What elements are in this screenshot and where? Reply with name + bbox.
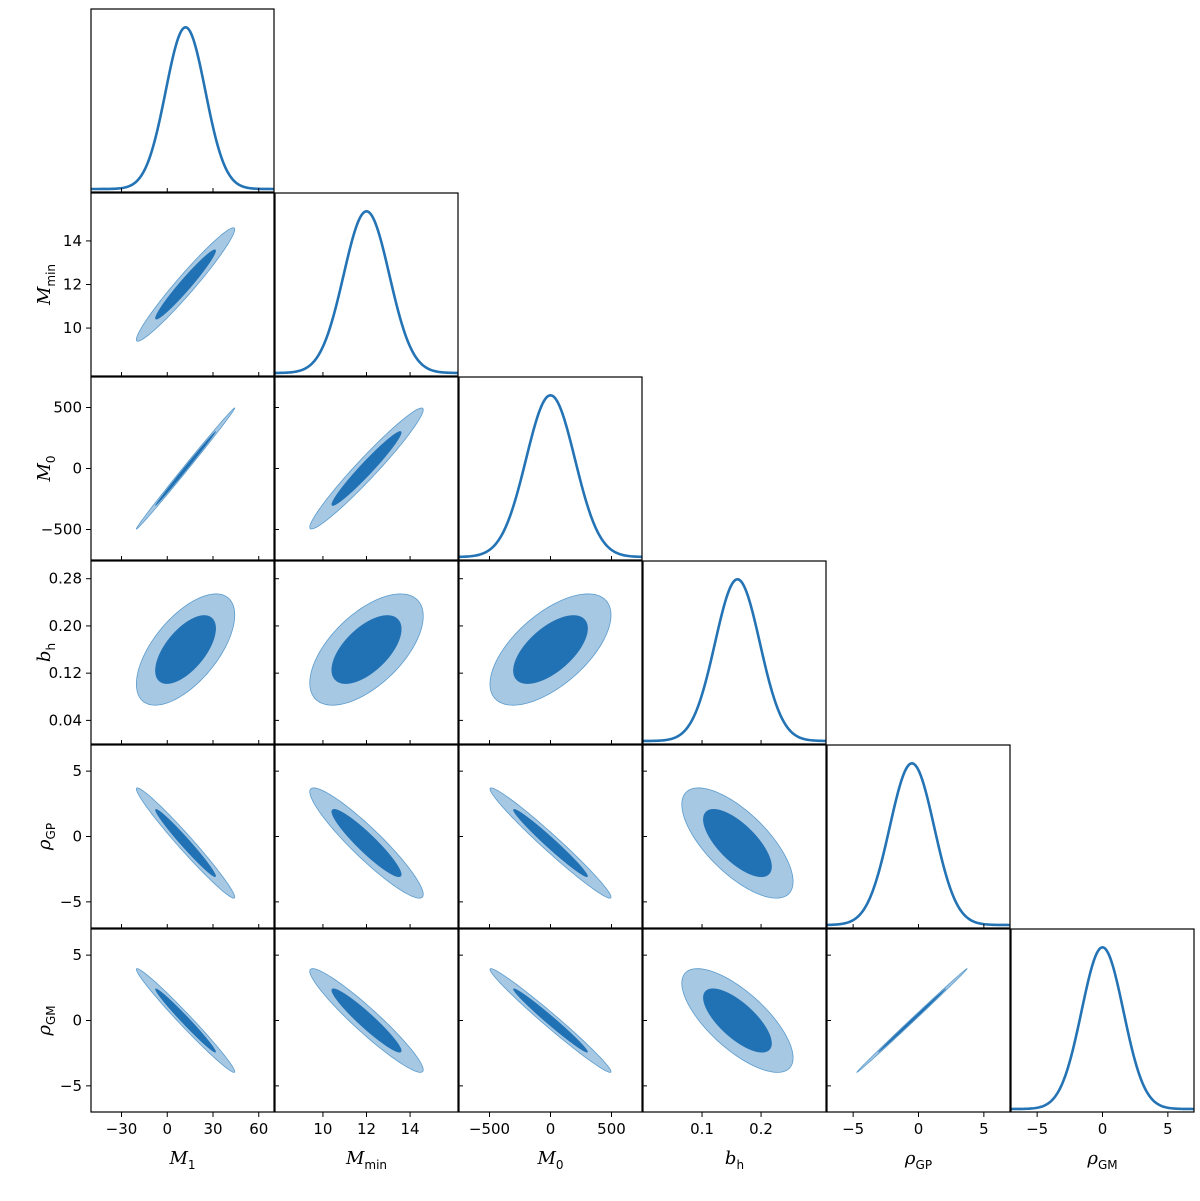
panel-rhoGP-vs-rhoGP bbox=[826, 744, 1011, 929]
contour-inner-rhoGP-vs-Mmin bbox=[331, 809, 402, 878]
panel-rhoGM-vs-rhoGP: −5 0 5 bbox=[826, 928, 1011, 1138]
panel-Mmin-vs-Mmin bbox=[274, 192, 459, 377]
xtick-label-M1: −30 bbox=[106, 1120, 138, 1138]
ytick-label-rhoGP: 0 bbox=[72, 828, 82, 846]
xtick-label-M1: 60 bbox=[249, 1120, 268, 1138]
panel-frame bbox=[274, 192, 459, 377]
xtick-label-bh: 0.2 bbox=[749, 1120, 773, 1138]
panel-rhoGP-vs-M0 bbox=[458, 744, 643, 929]
ytick-label-bh: 0.12 bbox=[49, 664, 82, 682]
ytick-label-rhoGM: −5 bbox=[60, 1077, 82, 1095]
xtick-label-M0: 0 bbox=[546, 1120, 556, 1138]
marginal-curve-Mmin bbox=[275, 209, 458, 375]
panel-frame bbox=[826, 928, 1011, 1113]
ytick-label-Mmin: 12 bbox=[63, 276, 82, 294]
xlabel-bh: bh bbox=[725, 1148, 744, 1172]
xtick-label-Mmin: 10 bbox=[313, 1120, 332, 1138]
contour-inner-rhoGM-vs-M1 bbox=[155, 988, 216, 1053]
panel-rhoGM-vs-Mmin: 10 12 14 bbox=[274, 928, 459, 1138]
ytick-label-rhoGP: 5 bbox=[72, 762, 82, 780]
xlabel-rhoGM: ρGM bbox=[1086, 1148, 1117, 1172]
contour-inner-rhoGP-vs-M0 bbox=[513, 809, 588, 878]
panel-bh-vs-bh bbox=[642, 560, 827, 745]
panel-bh-vs-Mmin bbox=[274, 560, 459, 745]
ytick-label-rhoGM: 5 bbox=[72, 946, 82, 964]
xlabel-M0: M0 bbox=[536, 1148, 563, 1172]
ytick-label-bh: 0.04 bbox=[49, 711, 82, 729]
panel-M1-vs-M1 bbox=[90, 8, 275, 193]
contour-inner-Mmin-vs-M1 bbox=[155, 249, 216, 320]
contour-inner-rhoGM-vs-M0 bbox=[513, 988, 588, 1053]
marginal-curve-bh bbox=[643, 578, 826, 743]
panel-rhoGM-vs-rhoGM: −5 0 5 bbox=[1010, 928, 1195, 1138]
xtick-label-M1: 0 bbox=[162, 1120, 172, 1138]
marginal-curve-M0 bbox=[459, 393, 642, 559]
contour-inner-rhoGM-vs-bh bbox=[703, 988, 772, 1053]
panel-rhoGP-vs-Mmin bbox=[274, 744, 459, 929]
xlabel-Mmin: Mmin bbox=[345, 1148, 387, 1172]
marginal-curve-M1 bbox=[91, 26, 274, 191]
contour-inner-bh-vs-M1 bbox=[155, 615, 216, 684]
marginal-curve-rhoGP bbox=[827, 762, 1010, 927]
panel-Mmin-vs-M1: 10 12 14 bbox=[63, 192, 275, 377]
xtick-label-rhoGM: −5 bbox=[1026, 1120, 1048, 1138]
ytick-label-M0: −500 bbox=[41, 521, 82, 539]
ytick-label-rhoGM: 0 bbox=[72, 1012, 82, 1030]
contour-inner-bh-vs-Mmin bbox=[331, 615, 402, 684]
ytick-label-rhoGP: −5 bbox=[60, 893, 82, 911]
contour-inner-M0-vs-M1 bbox=[155, 431, 216, 506]
ytick-label-Mmin: 14 bbox=[63, 232, 82, 250]
ytick-label-bh: 0.20 bbox=[49, 617, 82, 635]
ylabel-Mmin: Mmin bbox=[34, 264, 58, 306]
contour-inner-bh-vs-M0 bbox=[513, 615, 588, 684]
xtick-label-rhoGM: 5 bbox=[1163, 1120, 1173, 1138]
xtick-label-rhoGM: 0 bbox=[1098, 1120, 1108, 1138]
ytick-label-bh: 0.28 bbox=[49, 570, 82, 588]
panel-rhoGP-vs-bh bbox=[642, 744, 827, 929]
panel-rhoGM-vs-M1: −5 0 5 −30 0 30 60 bbox=[60, 928, 275, 1138]
xtick-label-bh: 0.1 bbox=[690, 1120, 714, 1138]
contour-inner-rhoGM-vs-Mmin bbox=[331, 988, 402, 1053]
ylabel-rhoGM: ρGM bbox=[34, 1005, 58, 1036]
panel-frame bbox=[1010, 928, 1195, 1113]
xtick-label-Mmin: 14 bbox=[401, 1120, 420, 1138]
panel-M0-vs-Mmin bbox=[274, 376, 459, 561]
xlabel-rhoGP: ρGP bbox=[904, 1148, 932, 1172]
panel-frame bbox=[90, 560, 275, 745]
panel-M0-vs-M0 bbox=[458, 376, 643, 561]
ytick-label-Mmin: 10 bbox=[63, 319, 82, 337]
panel-frame bbox=[90, 8, 275, 193]
contour-inner-rhoGP-vs-M1 bbox=[155, 809, 216, 878]
xtick-label-rhoGP: 0 bbox=[914, 1120, 924, 1138]
xtick-label-rhoGP: −5 bbox=[842, 1120, 864, 1138]
xtick-label-M0: 500 bbox=[597, 1120, 626, 1138]
marginal-curve-rhoGM bbox=[1011, 945, 1194, 1111]
contour-inner-M0-vs-Mmin bbox=[331, 431, 402, 506]
xtick-label-M1: 30 bbox=[203, 1120, 222, 1138]
ylabel-bh: bh bbox=[34, 643, 58, 662]
xtick-label-Mmin: 12 bbox=[357, 1120, 376, 1138]
panel-frame bbox=[458, 376, 643, 561]
panel-bh-vs-M0 bbox=[458, 560, 643, 745]
contour-inner-rhoGM-vs-rhoGP bbox=[877, 988, 946, 1053]
panel-rhoGP-vs-M1: −5 0 5 bbox=[60, 744, 275, 929]
panel-rhoGM-vs-M0: −500 0 500 bbox=[458, 928, 643, 1138]
panel-frame bbox=[642, 560, 827, 745]
panel-bh-vs-M1: 0.04 0.12 0.20 0.28 bbox=[49, 560, 275, 745]
panel-M0-vs-M1: −500 0 500 bbox=[41, 376, 275, 561]
xlabel-M1: M1 bbox=[168, 1148, 195, 1172]
contour-inner-rhoGP-vs-bh bbox=[703, 809, 772, 878]
ytick-label-M0: 500 bbox=[53, 399, 82, 417]
xtick-label-M0: −500 bbox=[469, 1120, 510, 1138]
ylabel-M0: M0 bbox=[34, 455, 58, 482]
ytick-label-M0: 0 bbox=[72, 460, 82, 478]
panel-rhoGM-vs-bh: 0.1 0.2 bbox=[642, 928, 827, 1138]
xtick-label-rhoGP: 5 bbox=[979, 1120, 989, 1138]
ylabel-rhoGP: ρGP bbox=[34, 823, 58, 851]
